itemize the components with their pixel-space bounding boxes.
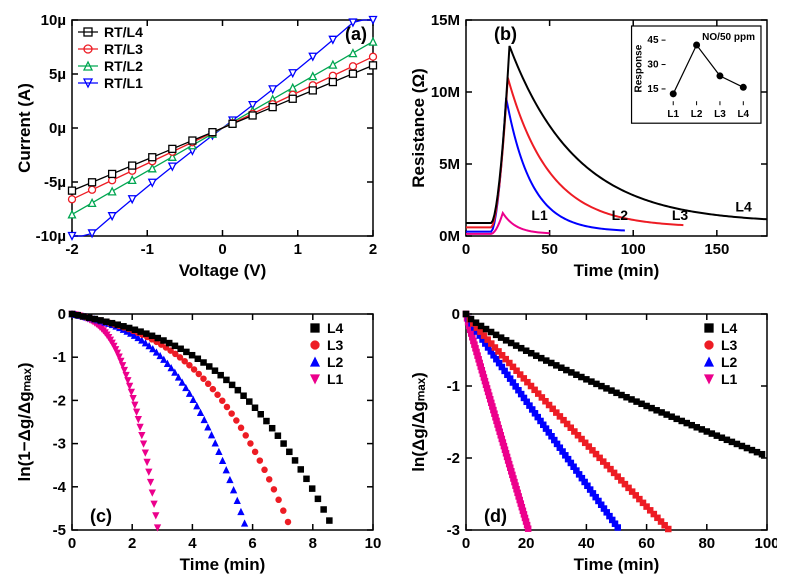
svg-text:Voltage (V): Voltage (V) (179, 261, 267, 280)
svg-text:L1: L1 (531, 207, 548, 223)
svg-text:L3: L3 (714, 109, 726, 120)
svg-text:L3: L3 (327, 337, 344, 353)
svg-text:8: 8 (309, 535, 317, 552)
svg-text:RT/L1: RT/L1 (104, 75, 143, 91)
svg-text:0: 0 (218, 241, 226, 258)
svg-text:4: 4 (188, 535, 197, 552)
svg-text:0: 0 (58, 306, 66, 323)
panel-a: -2 -1 0 1 2 -10µ -5µ 0µ 5µ 10µ Voltage (V) Current … (10, 10, 384, 284)
svg-text:L1: L1 (327, 371, 344, 387)
svg-text:-5µ: -5µ (44, 174, 66, 191)
panel-b: 0 50 100 150 0M 5M 10M 15M Time (min) Resistance … (404, 10, 778, 284)
svg-text:0: 0 (68, 535, 76, 552)
svg-text:100: 100 (620, 241, 645, 258)
svg-text:0M: 0M (439, 228, 460, 245)
svg-text:RT/L2: RT/L2 (104, 58, 143, 74)
svg-text:L1: L1 (721, 371, 738, 387)
panel-d: 0 20 40 60 80 100 -3 -2 -1 0 Time (min) ln(Δg/Δgₘₐₓ… (404, 304, 778, 578)
svg-text:L1: L1 (667, 109, 679, 120)
svg-text:60: 60 (638, 535, 655, 552)
svg-text:L4: L4 (721, 320, 738, 336)
svg-text:15: 15 (647, 84, 659, 95)
svg-text:10M: 10M (430, 84, 459, 101)
svg-text:L2: L2 (327, 354, 344, 370)
svg-text:L3: L3 (671, 207, 688, 223)
svg-text:(b): (b) (494, 24, 517, 44)
svg-text:-4: -4 (53, 479, 67, 496)
svg-text:-1: -1 (446, 378, 459, 395)
svg-text:0µ: 0µ (49, 120, 66, 137)
svg-text:(d): (d) (484, 506, 507, 526)
svg-text:ln(1−Δg/Δgₘₐₓ): ln(1−Δg/Δgₘₐₓ) (15, 363, 34, 482)
svg-text:-5: -5 (53, 522, 66, 539)
svg-text:L4: L4 (737, 109, 749, 120)
svg-text:45: 45 (647, 35, 659, 46)
svg-text:Current (A): Current (A) (15, 83, 34, 173)
svg-text:0: 0 (461, 535, 469, 552)
svg-text:RT/L3: RT/L3 (104, 41, 143, 57)
figure-grid: -2 -1 0 1 2 -10µ -5µ 0µ 5µ 10µ Voltage (V) Current … (10, 10, 777, 578)
svg-text:5M: 5M (439, 156, 460, 173)
svg-text:L4: L4 (735, 199, 752, 215)
svg-text:-3: -3 (446, 522, 459, 539)
svg-text:30: 30 (647, 60, 659, 71)
svg-text:Resistance (Ω): Resistance (Ω) (409, 68, 428, 187)
svg-text:150: 150 (704, 241, 729, 258)
svg-text:L2: L2 (721, 354, 738, 370)
svg-text:(c): (c) (90, 506, 112, 526)
svg-text:10: 10 (365, 535, 382, 552)
svg-text:NO/50 ppm: NO/50 ppm (702, 32, 755, 43)
svg-text:80: 80 (698, 535, 715, 552)
svg-text:Time (min): Time (min) (573, 261, 659, 280)
svg-text:40: 40 (578, 535, 595, 552)
panel-c: 0 2 4 6 8 10 -5 -4 -3 -2 -1 0 Time (min) ln(1−Δg/Δgₘₐ… (10, 304, 384, 578)
svg-text:0: 0 (461, 241, 469, 258)
svg-text:Time (min): Time (min) (573, 555, 659, 574)
svg-text:-2: -2 (65, 241, 78, 258)
svg-text:2: 2 (369, 241, 377, 258)
svg-text:ln(Δg/Δgₘₐₓ): ln(Δg/Δgₘₐₓ) (409, 372, 428, 472)
svg-text:6: 6 (248, 535, 256, 552)
svg-text:0: 0 (451, 306, 459, 323)
svg-text:-2: -2 (446, 450, 459, 467)
svg-text:50: 50 (541, 241, 558, 258)
svg-text:L3: L3 (721, 337, 738, 353)
svg-text:L2: L2 (611, 207, 628, 223)
svg-text:L4: L4 (327, 320, 344, 336)
svg-text:-10µ: -10µ (36, 228, 66, 245)
svg-text:-1: -1 (141, 241, 154, 258)
svg-text:20: 20 (517, 535, 534, 552)
svg-text:15M: 15M (430, 12, 459, 29)
svg-text:-2: -2 (53, 392, 66, 409)
svg-text:RT/L4: RT/L4 (104, 24, 143, 40)
svg-text:(a): (a) (345, 24, 367, 44)
svg-text:-1: -1 (53, 349, 66, 366)
svg-text:1: 1 (294, 241, 302, 258)
svg-text:10µ: 10µ (41, 12, 66, 29)
svg-text:-3: -3 (53, 436, 66, 453)
svg-text:Time (min): Time (min) (180, 555, 266, 574)
svg-text:2: 2 (128, 535, 136, 552)
svg-text:L2: L2 (690, 109, 702, 120)
svg-text:5µ: 5µ (49, 66, 66, 83)
svg-text:Response: Response (633, 44, 644, 92)
svg-text:100: 100 (754, 535, 777, 552)
